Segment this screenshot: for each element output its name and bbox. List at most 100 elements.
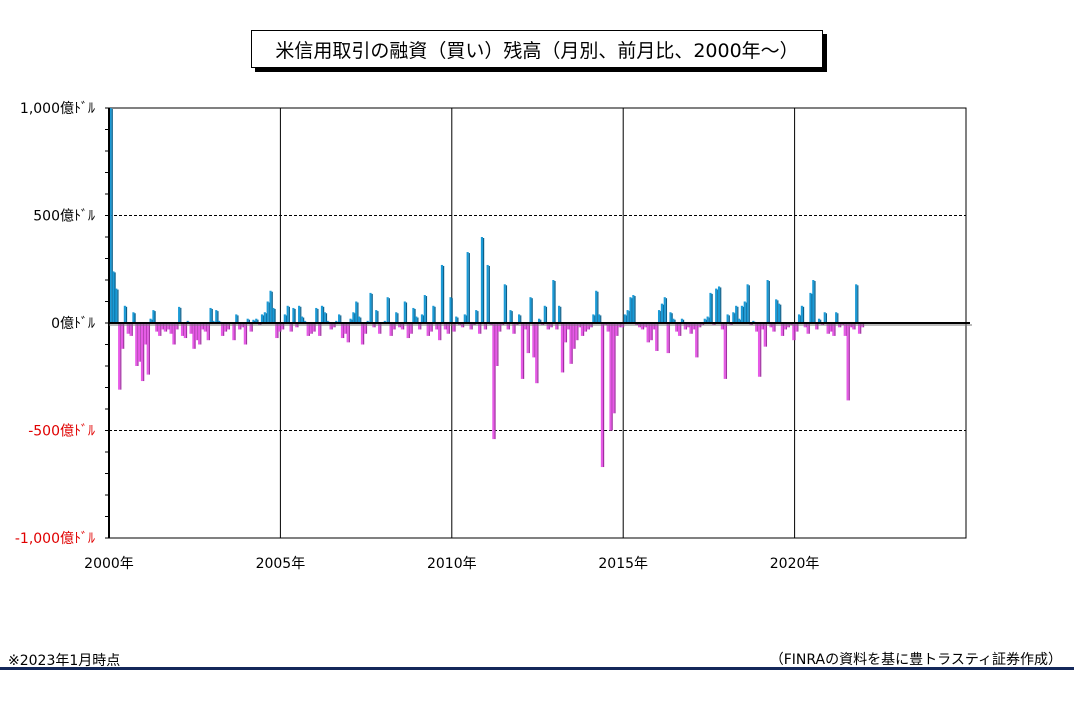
bar-side xyxy=(580,324,582,328)
bar xyxy=(669,312,672,323)
bar-side xyxy=(840,324,842,328)
bar-side xyxy=(708,317,710,323)
bar-side xyxy=(380,324,382,334)
bar xyxy=(820,323,823,326)
bar-side xyxy=(203,324,205,330)
bar-side xyxy=(614,324,616,414)
bar xyxy=(283,314,286,323)
bar-side xyxy=(483,238,485,323)
bar xyxy=(386,297,389,323)
bar xyxy=(475,310,478,323)
bar-side xyxy=(700,324,702,328)
bar-side xyxy=(854,324,856,330)
bar xyxy=(535,323,538,384)
bar xyxy=(469,323,472,330)
bar xyxy=(172,323,175,345)
bar xyxy=(612,323,615,414)
bar-side xyxy=(660,311,662,323)
bar-side xyxy=(423,315,425,323)
bar-side xyxy=(234,324,236,341)
bar xyxy=(300,316,304,323)
bar xyxy=(555,323,558,330)
bar xyxy=(306,323,309,336)
bar xyxy=(500,323,504,326)
bar xyxy=(723,323,726,379)
bar-side xyxy=(645,324,648,328)
bar xyxy=(783,323,786,330)
bar xyxy=(518,314,521,323)
bar-side xyxy=(671,313,673,323)
bar-side xyxy=(685,324,688,330)
bar xyxy=(538,318,541,323)
bar-side xyxy=(277,324,279,339)
bar xyxy=(586,323,589,330)
bar xyxy=(303,320,306,323)
bar xyxy=(546,323,549,330)
bar xyxy=(260,314,264,323)
bar-side xyxy=(200,324,202,345)
bar-side xyxy=(740,319,742,323)
bar-side xyxy=(834,324,836,336)
bar xyxy=(158,323,161,336)
bar xyxy=(740,305,743,323)
bar-side xyxy=(617,324,619,336)
bar xyxy=(312,323,315,332)
bar-side xyxy=(848,324,850,401)
bar xyxy=(857,323,861,334)
bar xyxy=(509,310,512,323)
bar xyxy=(709,292,712,323)
bar-side xyxy=(488,265,490,323)
bar-side xyxy=(217,311,219,323)
bar xyxy=(415,316,418,323)
bar-side xyxy=(528,324,530,354)
bar xyxy=(209,307,212,323)
y-tick-label: -1,000億ﾄﾞﾙ xyxy=(15,531,95,547)
bar xyxy=(483,323,486,330)
bar-side xyxy=(511,311,513,323)
bar-side xyxy=(451,298,453,323)
bar-side xyxy=(457,317,459,323)
x-tick-label: 2005年 xyxy=(256,556,306,572)
bar-side xyxy=(851,324,853,328)
bar xyxy=(423,295,426,323)
bar xyxy=(495,323,498,366)
bar-side xyxy=(408,324,410,339)
bar xyxy=(635,323,638,326)
bar-side xyxy=(725,324,728,379)
bar xyxy=(152,310,155,323)
bar-side xyxy=(514,324,516,334)
bar xyxy=(438,323,441,341)
bar xyxy=(715,288,718,323)
bar xyxy=(597,314,601,323)
bar xyxy=(763,323,766,347)
bar xyxy=(246,318,249,323)
bar-side xyxy=(171,324,173,334)
bar-side xyxy=(183,324,185,336)
bar-side xyxy=(677,324,679,332)
bar xyxy=(826,323,829,334)
bar-side xyxy=(388,298,390,323)
bar xyxy=(175,323,178,330)
bar xyxy=(492,323,495,440)
bar xyxy=(595,290,598,323)
y-tick-label: 0億ﾄﾞﾙ xyxy=(51,316,95,332)
bar xyxy=(383,320,386,323)
bar-side xyxy=(737,306,739,323)
bar-side xyxy=(297,324,299,328)
bar xyxy=(766,280,769,323)
bar-side xyxy=(565,324,568,343)
bar-side xyxy=(374,324,376,328)
bar xyxy=(289,323,292,332)
bar-side xyxy=(208,324,210,341)
bar xyxy=(129,323,132,336)
bar-side xyxy=(782,324,785,336)
bar-side xyxy=(125,306,128,323)
bar xyxy=(680,318,683,323)
bar xyxy=(557,305,561,323)
bar xyxy=(506,323,509,330)
bar xyxy=(232,323,235,341)
bar xyxy=(843,323,846,336)
bar-side xyxy=(154,311,156,323)
bar-side xyxy=(431,324,433,332)
bar xyxy=(206,323,209,341)
